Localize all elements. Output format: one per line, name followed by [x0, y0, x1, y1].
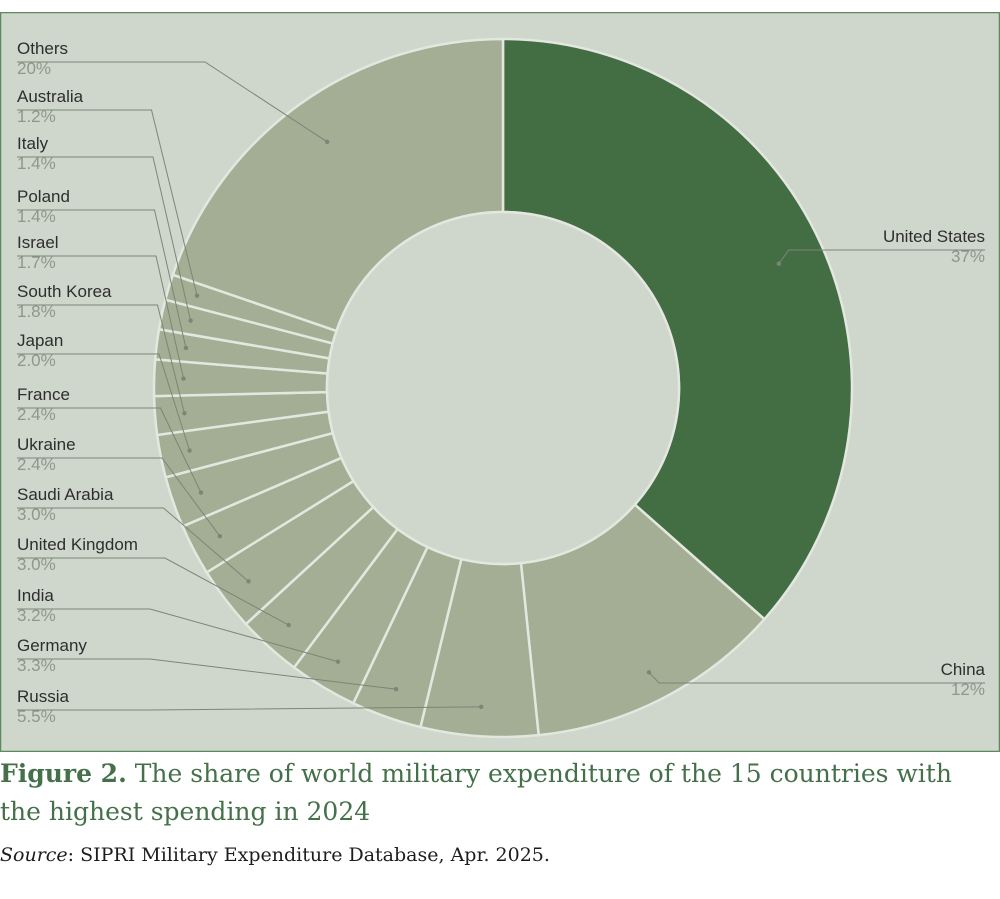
figure-caption-text: The share of world military expenditure …: [0, 759, 952, 826]
leader-dot-germany: [393, 686, 399, 692]
donut-hole: [325, 210, 681, 566]
leader-dot-india: [335, 659, 341, 664]
leader-dot-israel: [181, 376, 186, 381]
slice-label-russia: Russia: [17, 687, 70, 706]
leader-dot-poland: [183, 345, 189, 351]
slice-value-india: 3.2%: [17, 606, 56, 625]
leader-ukraine: [17, 457, 221, 537]
slice-value-united-states: 37%: [951, 247, 985, 266]
leader-russia: [17, 706, 482, 711]
leader-dot-ukraine: [217, 534, 223, 539]
leader-france: [17, 407, 202, 493]
source-note: Source: SIPRI Military Expenditure Datab…: [0, 844, 990, 866]
slice-label-united-kingdom: United Kingdom: [17, 535, 138, 554]
slice-value-germany: 3.3%: [17, 656, 56, 675]
leader-dot-united-kingdom: [286, 622, 291, 628]
slice-label-united-states: United States: [883, 227, 985, 246]
leader-japan: [17, 353, 191, 451]
donut-chart: United States 37% China 12% Russia 5.5% German…: [0, 12, 1000, 752]
slice-value-russia: 5.5%: [17, 707, 56, 726]
slice-label-ukraine: Ukraine: [17, 435, 76, 454]
figure-label: Figure 2.: [0, 759, 127, 788]
slice-label-australia: Australia: [17, 87, 84, 106]
slice-label-others: Others: [17, 39, 68, 58]
slice-label-france: France: [17, 385, 70, 404]
source-text: : SIPRI Military Expenditure Database, A…: [67, 844, 550, 866]
leader-south-korea: [17, 304, 185, 414]
leader-dot-saudi-arabia: [246, 579, 251, 584]
slice-value-japan: 2.0%: [17, 351, 56, 370]
leader-israel: [17, 255, 185, 379]
leader-united-kingdom: [17, 557, 289, 626]
slice-label-india: India: [17, 586, 54, 605]
leader-india: [17, 608, 339, 663]
slice-value-china: 12%: [951, 680, 985, 699]
slice-value-israel: 1.7%: [17, 253, 56, 272]
slice-label-germany: Germany: [17, 636, 87, 655]
leader-italy: [17, 156, 192, 321]
figure-caption: Figure 2. The share of world military ex…: [0, 755, 990, 831]
leader-dot-south-korea: [182, 411, 187, 416]
slice-label-israel: Israel: [17, 233, 59, 252]
slice-value-united-kingdom: 3.0%: [17, 555, 56, 574]
leader-poland: [17, 209, 187, 349]
slice-label-poland: Poland: [17, 187, 70, 206]
leader-dot-japan: [187, 448, 192, 453]
leader-dot-australia: [194, 293, 200, 298]
slice-label-japan: Japan: [17, 331, 63, 350]
leader-china: [648, 671, 985, 684]
leader-lines: [17, 61, 985, 711]
slices: [152, 37, 854, 739]
slice-value-france: 2.4%: [17, 405, 56, 424]
leader-saudi-arabia: [17, 507, 249, 582]
slice-value-south-korea: 1.8%: [17, 302, 56, 321]
leader-germany: [17, 658, 397, 690]
leader-united-states: [778, 249, 985, 265]
leader-dot-china: [646, 670, 652, 675]
slice-value-saudi-arabia: 3.0%: [17, 505, 56, 524]
slice-label-italy: Italy: [17, 134, 49, 153]
leader-australia: [17, 109, 198, 296]
slice-value-italy: 1.4%: [17, 154, 56, 173]
leader-dot-italy: [188, 318, 193, 323]
slice-label-south-korea: South Korea: [17, 282, 112, 301]
leader-dot-france: [198, 490, 204, 495]
slice-value-poland: 1.4%: [17, 207, 56, 226]
leader-others: [17, 61, 328, 143]
slice-value-ukraine: 2.4%: [17, 455, 56, 474]
leader-dot-russia: [479, 704, 484, 710]
slice-label-saudi-arabia: Saudi Arabia: [17, 485, 114, 504]
source-label: Source: [0, 844, 68, 866]
leader-dot-united-states: [776, 261, 781, 266]
slice-value-australia: 1.2%: [17, 107, 56, 126]
slice-label-china: China: [941, 660, 986, 679]
leader-dot-others: [324, 139, 330, 145]
slice-value-others: 20%: [17, 59, 51, 78]
